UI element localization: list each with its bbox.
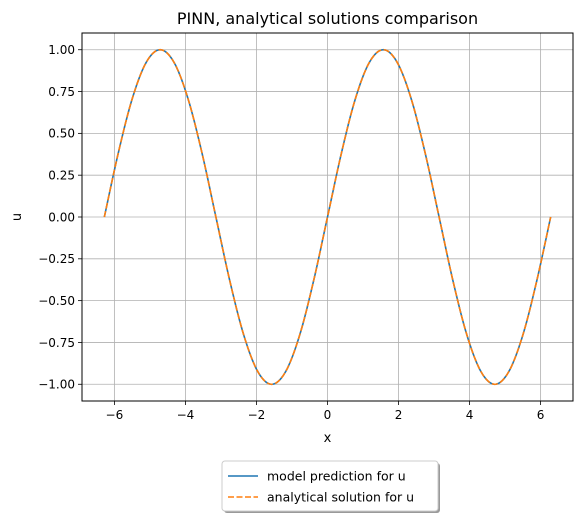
legend-label: model prediction for u [267, 469, 406, 484]
y-tick-label: 0.25 [48, 168, 75, 182]
y-tick-label: 0.00 [48, 210, 75, 224]
grid-lines [82, 33, 573, 401]
legend-box [221, 460, 439, 512]
x-tick-label: −4 [177, 408, 195, 422]
y-axis-ticks: −1.00 −0.75 −0.50 −0.25 0.00 0.25 0.50 0.75 1.00 [38, 43, 82, 392]
y-tick-label: −0.50 [38, 294, 75, 308]
y-tick-label: −0.75 [38, 336, 75, 350]
chart-title: PINN, analytical solutions comparison [177, 9, 478, 28]
x-axis-ticks: −6 −4 −2 0 2 4 6 [106, 401, 545, 422]
legend-label: analytical solution for u [267, 490, 414, 505]
x-axis-label: x [324, 431, 332, 446]
y-tick-label: 1.00 [48, 43, 75, 57]
plot-lines [103, 48, 552, 386]
y-tick-label: 0.75 [48, 85, 75, 99]
x-tick-label: −6 [106, 408, 124, 422]
y-tick-label: 0.50 [48, 127, 75, 141]
y-axis-label: u [10, 213, 25, 221]
x-tick-label: 6 [537, 408, 545, 422]
series-line-model-prediction [103, 48, 552, 386]
y-tick-label: −0.25 [38, 252, 75, 266]
x-tick-label: 4 [466, 408, 474, 422]
x-tick-label: −2 [248, 408, 266, 422]
legend: model prediction for u analytical solutio… [221, 460, 440, 513]
x-tick-label: 0 [324, 408, 332, 422]
y-tick-label: −1.00 [38, 378, 75, 392]
x-tick-label: 2 [395, 408, 403, 422]
